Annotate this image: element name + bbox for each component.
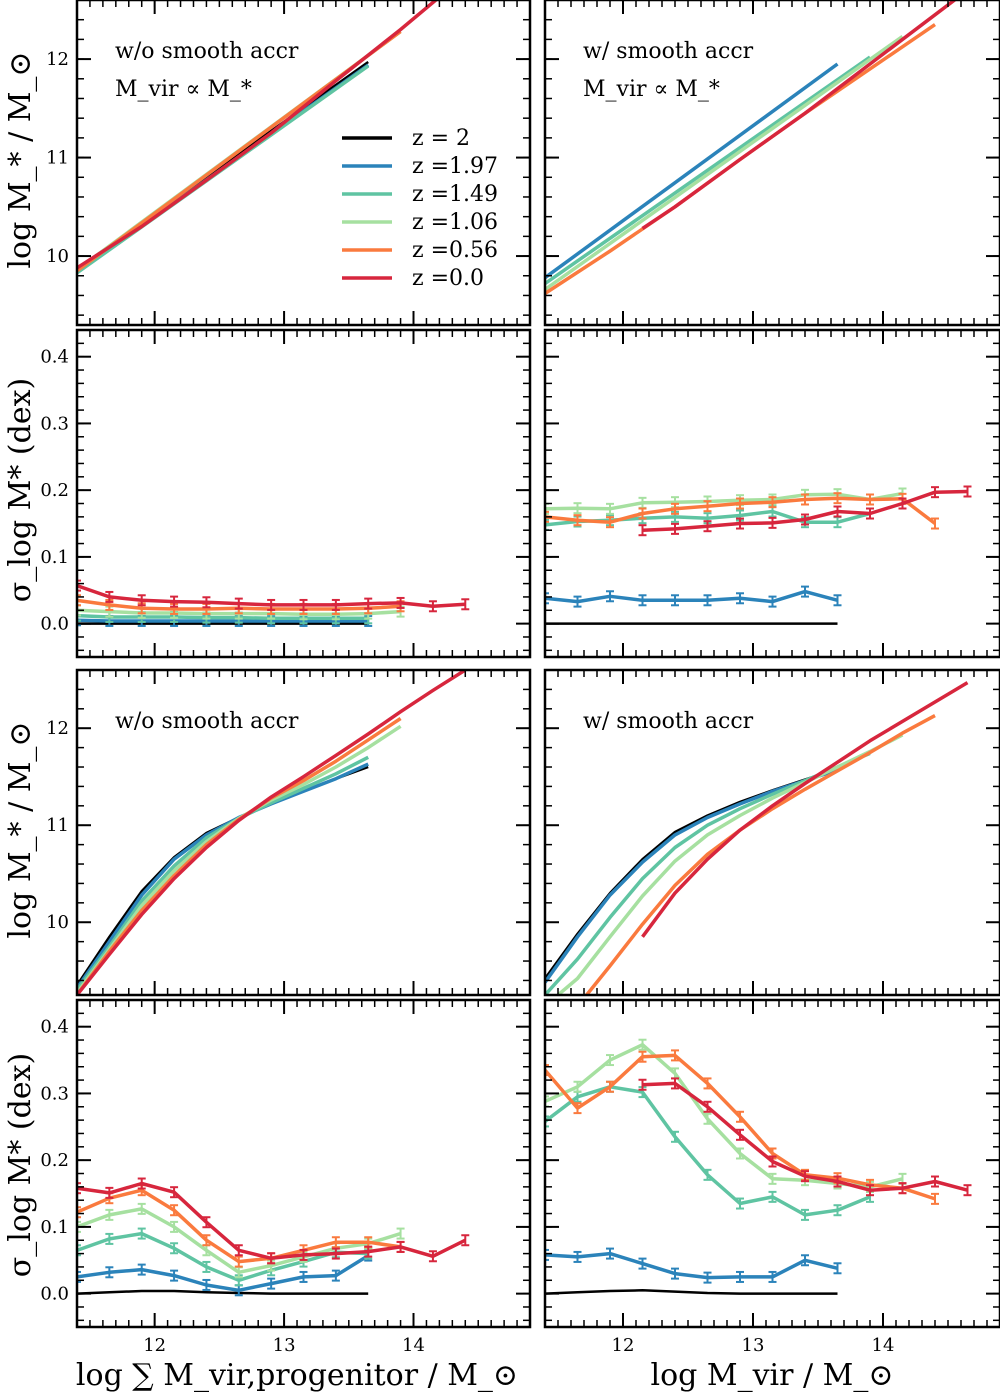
- legend-label: z =1.49: [412, 182, 498, 207]
- series-line-z2: [77, 765, 369, 986]
- ylabel-sigma-top: σ_log M* (dex): [3, 378, 38, 602]
- y-tick-label: 0.2: [40, 1150, 69, 1171]
- y-tick-label: 11: [46, 148, 69, 169]
- y-tick-label: 11: [46, 815, 69, 836]
- series-line-z00: [77, 0, 439, 270]
- legend-label: z =0.56: [412, 238, 498, 263]
- y-tick-label: 10: [46, 912, 69, 933]
- series-line-z149: [77, 613, 369, 621]
- panel-p7: 12 13 14 0.0 0.1 0.2 0.3 0.4: [40, 998, 532, 1356]
- panel-note: M_vir ∝ M_*: [583, 77, 720, 102]
- xlabel-left: log ∑ M_vir,progenitor / M_⊙: [76, 1358, 518, 1393]
- series-line-z197: [545, 1251, 838, 1280]
- x-tick-label: 12: [612, 1335, 635, 1356]
- series-group: [77, 1177, 470, 1297]
- series-line-z00: [77, 670, 467, 995]
- y-tick-label: 0.0: [40, 614, 69, 635]
- axes-frame: [75, 998, 532, 1329]
- y-tick-label: 0.3: [40, 413, 69, 434]
- axes-frame: [543, 328, 1000, 659]
- y-tick-label: 0.1: [40, 1217, 69, 1238]
- panel-note: M_vir ∝ M_*: [115, 77, 252, 102]
- y-tick-label: 0.1: [40, 547, 69, 568]
- ylabel-mass-bottom: log M_* / M_⊙: [3, 721, 38, 938]
- panel-p5: 10 11 12 w/o smooth accr: [46, 668, 532, 997]
- panel-p4: [543, 328, 1000, 659]
- series-group: [545, 681, 969, 995]
- series-group: [77, 0, 439, 275]
- series-line-z106: [556, 733, 904, 995]
- axes-frame: [543, 998, 1000, 1329]
- y-tick-label: 0.3: [40, 1083, 69, 1104]
- x-tick-label: 14: [872, 1335, 895, 1356]
- series-line-z056: [545, 1053, 936, 1201]
- x-tick-label: 13: [273, 1335, 296, 1356]
- y-tick-label: 0.4: [40, 347, 69, 368]
- series-group: [545, 0, 958, 295]
- ylabel-sigma-bottom: σ_log M* (dex): [3, 1053, 38, 1277]
- y-tick-label: 12: [46, 49, 69, 70]
- series-line-z197: [77, 618, 369, 623]
- y-tick-label: 12: [46, 718, 69, 739]
- series-group: [77, 670, 467, 995]
- series-line-z2: [545, 1289, 838, 1295]
- series-line-z00: [641, 681, 969, 938]
- panel-note: w/o smooth accr: [115, 709, 299, 734]
- series-line-z2: [77, 1289, 369, 1295]
- series-line-z197: [77, 762, 369, 990]
- series-line-z197: [77, 1254, 370, 1293]
- series-line-z056: [585, 714, 936, 995]
- series-line-z149: [77, 1231, 369, 1283]
- ylabel-mass-top: log M_* / M_⊙: [3, 51, 38, 268]
- axes-frame: [543, 0, 1000, 327]
- y-tick-label: 10: [46, 246, 69, 267]
- panel-note: w/o smooth accr: [115, 39, 299, 64]
- panel-note: w/ smooth accr: [583, 709, 754, 734]
- axes-frame: [75, 0, 532, 327]
- axes-frame: [75, 328, 532, 659]
- series-line-z056: [77, 717, 402, 995]
- legend-label: z =1.97: [412, 154, 498, 179]
- axes-frame: [543, 668, 1000, 997]
- series-group: [77, 579, 470, 627]
- y-tick-label: 0.0: [40, 1284, 69, 1305]
- panel-p3: 0.0 0.1 0.2 0.3 0.4: [40, 328, 532, 659]
- series-line-z149: [77, 755, 369, 992]
- y-tick-label: 0.2: [40, 480, 69, 501]
- series-line-z106: [545, 1042, 903, 1189]
- x-tick-label: 12: [143, 1335, 166, 1356]
- series-line-z197: [545, 62, 839, 280]
- y-tick-label: 0.4: [40, 1017, 69, 1038]
- panel-p6: w/ smooth accr: [543, 668, 1000, 997]
- series-line-z00: [641, 0, 958, 230]
- y-axis-labels: log M_* / M_⊙ σ_log M* (dex) log M_* / M…: [3, 51, 38, 1277]
- series-line-z00: [77, 1181, 467, 1261]
- panel-note: w/ smooth accr: [583, 39, 754, 64]
- legend-label: z =1.06: [412, 210, 498, 235]
- series-group: [545, 485, 972, 625]
- series-line-z197: [545, 589, 838, 604]
- axes-frame: [75, 668, 532, 997]
- legend: z = 2 z =1.97 z =1.49 z =1.06 z =0.56 z =0.0: [342, 126, 498, 291]
- panel-p2: w/ smooth accr M_vir ∝ M_*: [543, 0, 1000, 327]
- x-tick-label: 14: [402, 1335, 425, 1356]
- panel-p8: 12 13 14: [543, 998, 1000, 1356]
- series-group: [545, 1038, 972, 1295]
- legend-label: z = 2: [412, 126, 470, 151]
- series-line-z106: [545, 491, 903, 511]
- series-line-z106: [545, 34, 904, 291]
- series-line-z149: [545, 55, 872, 286]
- xlabel-right: log M_vir / M_⊙: [650, 1358, 893, 1393]
- x-tick-label: 13: [742, 1335, 765, 1356]
- legend-label: z =0.0: [412, 266, 484, 291]
